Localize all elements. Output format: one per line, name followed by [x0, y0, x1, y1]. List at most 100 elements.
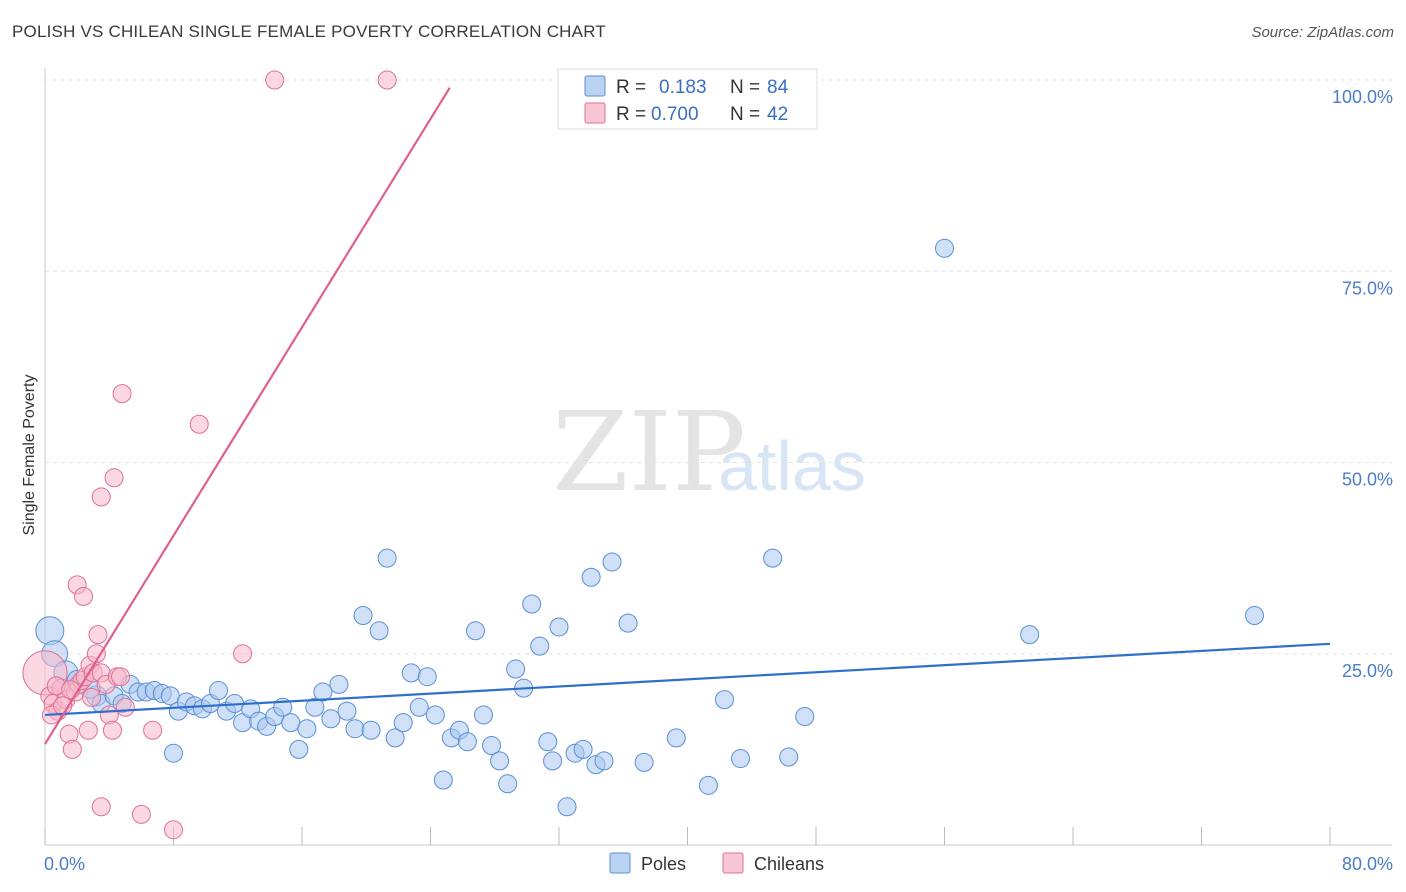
point-chileans	[61, 680, 81, 700]
point-chileans	[99, 705, 119, 725]
watermark: ZIP atlas	[552, 388, 866, 516]
point-chileans	[82, 687, 102, 707]
point-chileans	[164, 820, 183, 840]
point-poles	[393, 713, 413, 733]
point-poles	[1020, 625, 1040, 645]
x-tick-label-min: 0.0%	[44, 854, 85, 874]
point-poles	[1245, 606, 1265, 625]
point-poles	[369, 621, 389, 641]
point-poles	[345, 719, 365, 739]
point-chileans	[62, 739, 82, 759]
series-legend-label-poles: Poles	[641, 854, 686, 874]
point-poles	[557, 797, 577, 817]
point-poles	[164, 743, 183, 763]
data-points	[22, 70, 1265, 840]
point-chileans	[377, 70, 397, 90]
point-poles	[425, 705, 445, 725]
y-tick-label-25: 25.0%	[1342, 661, 1393, 681]
point-chileans	[265, 70, 285, 90]
point-chileans	[88, 625, 108, 645]
point-poles	[498, 774, 518, 794]
point-poles	[482, 736, 502, 756]
point-chileans	[91, 487, 111, 507]
point-poles	[208, 680, 228, 700]
series-legend-swatch-poles	[609, 852, 631, 874]
legend-swatch-chileans	[584, 102, 606, 124]
point-poles	[401, 663, 421, 683]
point-poles	[490, 751, 510, 771]
point-poles	[530, 636, 550, 656]
trend-lines	[44, 87, 1331, 745]
point-poles	[377, 548, 397, 568]
y-tick-label-100: 100.0%	[1332, 87, 1393, 107]
grid	[45, 79, 1392, 655]
stats-legend: R = 0.183 N = 84 R = 0.700 N = 42	[557, 68, 818, 130]
point-poles	[289, 739, 309, 759]
point-poles	[297, 719, 317, 739]
point-chileans	[189, 414, 209, 434]
point-poles	[433, 770, 453, 790]
y-tick-labels: 25.0% 50.0% 75.0% 100.0%	[1332, 87, 1393, 681]
point-chileans	[110, 667, 130, 687]
point-poles	[543, 751, 563, 771]
legend-r-label-poles: R =	[616, 77, 646, 98]
point-poles	[457, 732, 477, 752]
point-poles	[594, 751, 614, 771]
point-poles	[329, 674, 349, 694]
y-tick-label-75: 75.0%	[1342, 278, 1393, 298]
legend-r-label-chileans: R =	[616, 104, 646, 125]
legend-n-label-poles: N =	[730, 77, 760, 98]
point-poles	[417, 667, 437, 687]
point-poles	[549, 617, 569, 637]
point-poles	[353, 606, 373, 625]
trend-line-poles	[44, 642, 1331, 717]
point-poles	[538, 732, 558, 752]
point-poles	[779, 747, 799, 767]
point-poles	[698, 775, 718, 795]
point-poles	[634, 752, 654, 772]
point-poles	[337, 701, 357, 721]
point-poles	[935, 238, 954, 258]
point-chileans	[59, 724, 79, 744]
series-legend: Poles Chileans	[609, 852, 824, 874]
point-poles	[602, 552, 622, 572]
point-poles	[409, 697, 429, 717]
point-chileans	[104, 468, 124, 488]
chart-title: POLISH VS CHILEAN SINGLE FEMALE POVERTY …	[12, 22, 606, 41]
series-legend-swatch-chileans	[722, 852, 744, 874]
legend-r-value-chileans: 0.700	[651, 104, 699, 125]
trend-line-chileans	[44, 87, 451, 745]
point-poles	[573, 739, 593, 759]
point-poles	[795, 706, 815, 726]
point-poles	[313, 682, 333, 702]
y-tick-label-50: 50.0%	[1342, 470, 1393, 490]
point-poles	[666, 728, 686, 748]
point-poles	[763, 548, 783, 568]
point-poles	[731, 749, 751, 769]
point-chileans	[143, 720, 163, 740]
point-chileans	[233, 644, 253, 664]
point-chileans	[78, 720, 98, 740]
series-legend-label-chileans: Chileans	[754, 854, 824, 874]
point-poles	[581, 567, 601, 587]
point-chileans	[115, 697, 135, 717]
point-poles	[474, 705, 494, 725]
point-poles	[35, 616, 65, 646]
point-chileans	[102, 720, 122, 740]
point-poles	[522, 594, 542, 614]
watermark-zip: ZIP	[552, 388, 746, 516]
point-chileans	[91, 797, 111, 817]
watermark-atlas: atlas	[718, 427, 866, 505]
point-poles	[321, 709, 341, 729]
legend-r-value-poles: 0.183	[659, 77, 707, 98]
chart-source: Source: ZipAtlas.com	[1251, 24, 1394, 41]
legend-n-value-poles: 84	[767, 77, 789, 98]
point-poles	[618, 613, 638, 633]
legend-n-label-chileans: N =	[730, 104, 760, 125]
point-poles	[385, 728, 405, 748]
point-poles	[465, 621, 485, 641]
point-poles	[281, 713, 301, 733]
x-tick-labels: 0.0% 80.0%	[44, 854, 1393, 874]
point-poles	[714, 690, 734, 710]
